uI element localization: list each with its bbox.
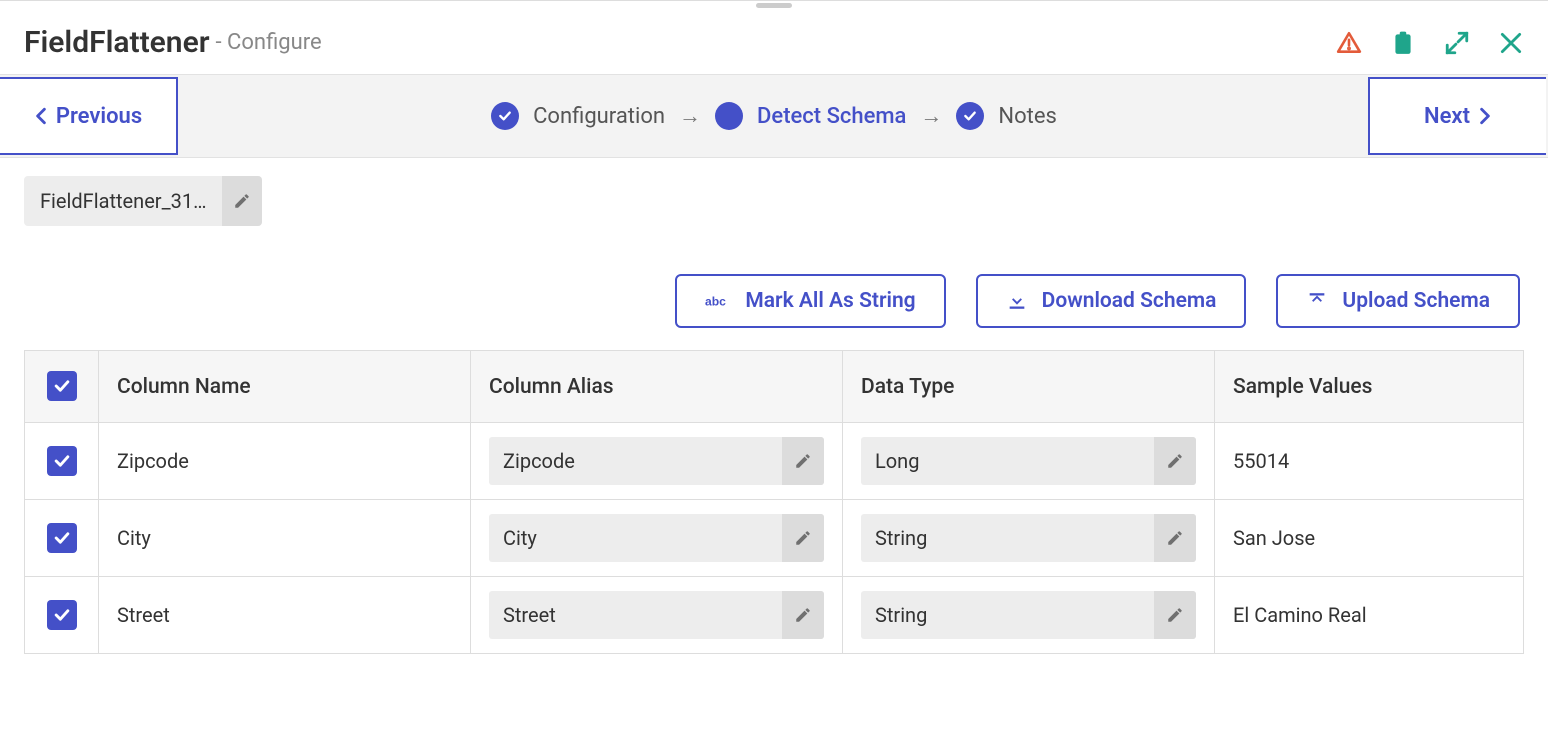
column-alias-value: Street <box>489 603 782 627</box>
svg-text:abc: abc <box>705 294 726 308</box>
data-type-field[interactable]: String <box>861 591 1196 639</box>
mark-all-string-label: Mark All As String <box>745 289 915 313</box>
warning-icon[interactable] <box>1336 30 1362 56</box>
next-button[interactable]: Next <box>1368 77 1546 155</box>
edit-node-name-button[interactable] <box>222 176 262 226</box>
data-type-field[interactable]: Long <box>861 437 1196 485</box>
step3-check-icon <box>956 102 984 130</box>
download-schema-button[interactable]: Download Schema <box>976 274 1247 328</box>
sample-values-header: Sample Values <box>1215 351 1524 423</box>
previous-button[interactable]: Previous <box>0 77 178 155</box>
data-type-value: String <box>861 603 1154 627</box>
step-arrow-2: → <box>920 103 942 129</box>
row-checkbox[interactable] <box>47 446 77 476</box>
data-type-header: Data Type <box>843 351 1215 423</box>
breadcrumb-steps: Configuration → Detect Schema → Notes <box>0 102 1548 130</box>
table-row: Zipcode Zipcode Long 55014 <box>25 423 1524 500</box>
header-icon-group <box>1336 30 1524 56</box>
config-panel: FieldFlattener - Configure <box>0 0 1548 672</box>
step-arrow-1: → <box>679 103 701 129</box>
schema-table: Column Name Column Alias Data Type Sampl… <box>24 350 1524 654</box>
table-row: Street Street String El Camino Real <box>25 577 1524 654</box>
pencil-icon <box>233 192 251 210</box>
column-name-value: Street <box>117 603 170 627</box>
upload-schema-button[interactable]: Upload Schema <box>1276 274 1520 328</box>
drag-handle[interactable] <box>756 3 792 8</box>
expand-icon[interactable] <box>1444 30 1470 56</box>
next-label: Next <box>1424 104 1470 129</box>
column-alias-field[interactable]: Street <box>489 591 824 639</box>
column-name-header: Column Name <box>99 351 471 423</box>
step2-label[interactable]: Detect Schema <box>757 104 906 129</box>
step3-label[interactable]: Notes <box>998 104 1056 129</box>
sample-value: San Jose <box>1233 526 1315 550</box>
node-name-label: FieldFlattener_31… <box>24 189 222 213</box>
column-alias-field[interactable]: City <box>489 514 824 562</box>
sample-value: 55014 <box>1233 449 1289 473</box>
schema-actions-row: abc Mark All As String Download Schema U… <box>24 274 1524 328</box>
edit-alias-button[interactable] <box>782 437 824 485</box>
download-schema-label: Download Schema <box>1042 289 1217 313</box>
download-icon <box>1006 290 1028 312</box>
upload-icon <box>1306 290 1328 312</box>
previous-label: Previous <box>56 104 142 129</box>
drag-handle-row <box>0 1 1548 15</box>
step2-current-icon <box>715 102 743 130</box>
clipboard-icon[interactable] <box>1390 30 1416 56</box>
chevron-right-icon <box>1478 107 1492 125</box>
data-type-value: String <box>861 526 1154 550</box>
edit-type-button[interactable] <box>1154 437 1196 485</box>
edit-type-button[interactable] <box>1154 514 1196 562</box>
panel-header: FieldFlattener - Configure <box>0 15 1548 74</box>
select-all-checkbox[interactable] <box>47 371 77 401</box>
data-type-value: Long <box>861 449 1154 473</box>
row-checkbox[interactable] <box>47 523 77 553</box>
select-all-header <box>25 351 99 423</box>
step-bar: Previous Configuration → Detect Schema →… <box>0 74 1548 158</box>
edit-alias-button[interactable] <box>782 591 824 639</box>
mark-all-string-button[interactable]: abc Mark All As String <box>675 274 945 328</box>
close-icon[interactable] <box>1498 30 1524 56</box>
column-name-value: Zipcode <box>117 449 189 473</box>
table-header-row: Column Name Column Alias Data Type Sampl… <box>25 351 1524 423</box>
chevron-left-icon <box>34 107 48 125</box>
upload-schema-label: Upload Schema <box>1342 289 1490 313</box>
edit-type-button[interactable] <box>1154 591 1196 639</box>
row-checkbox[interactable] <box>47 600 77 630</box>
node-name-chip: FieldFlattener_31… <box>24 176 262 226</box>
column-alias-value: Zipcode <box>489 449 782 473</box>
column-alias-field[interactable]: Zipcode <box>489 437 824 485</box>
data-type-field[interactable]: String <box>861 514 1196 562</box>
step1-label[interactable]: Configuration <box>533 104 665 129</box>
node-chip-row: FieldFlattener_31… <box>24 176 1524 226</box>
step1-check-icon <box>491 102 519 130</box>
panel-title: FieldFlattener <box>24 25 210 60</box>
column-name-value: City <box>117 526 151 550</box>
column-alias-header: Column Alias <box>471 351 843 423</box>
abc-icon: abc <box>705 291 731 311</box>
edit-alias-button[interactable] <box>782 514 824 562</box>
sample-value: El Camino Real <box>1233 603 1367 627</box>
panel-content: FieldFlattener_31… abc Mark All As Strin… <box>0 158 1548 672</box>
table-row: City City String San Jose <box>25 500 1524 577</box>
panel-subtitle: - Configure <box>216 30 322 55</box>
column-alias-value: City <box>489 526 782 550</box>
